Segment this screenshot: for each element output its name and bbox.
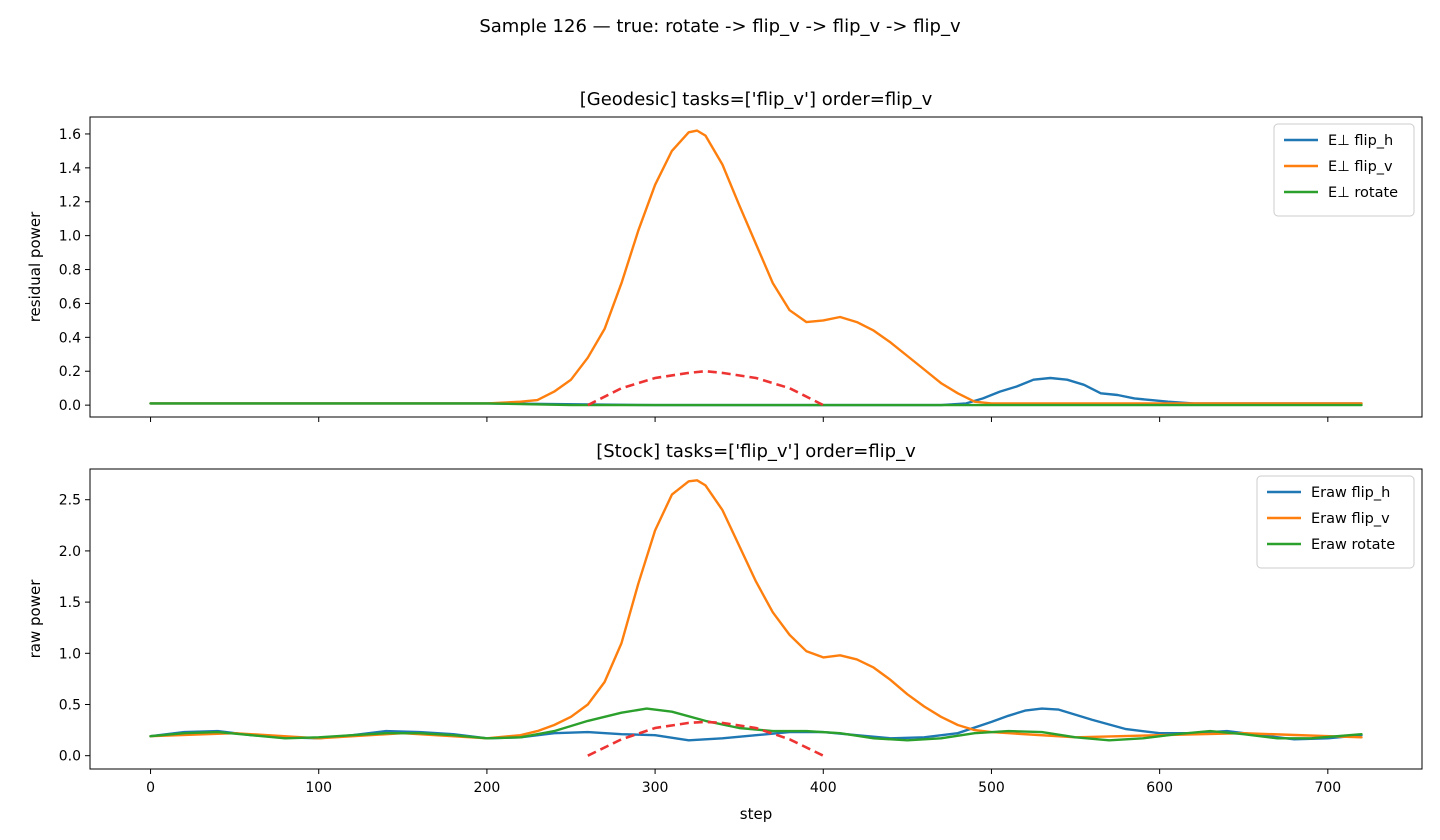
series-line-flip-v — [149, 479, 1363, 740]
legend-label: E⊥ flip_h — [1328, 133, 1393, 149]
y-tick-label: 0.2 — [59, 364, 81, 380]
y-tick-label: 1.0 — [59, 229, 81, 245]
x-tick-label: 100 — [305, 780, 332, 796]
legend-label: Eraw rotate — [1311, 537, 1395, 553]
x-tick-label: 600 — [1146, 780, 1173, 796]
axes-frame — [89, 468, 1423, 770]
plot-area — [149, 129, 1363, 407]
y-axis-label: raw power — [26, 579, 44, 659]
true-window-dashed-line — [587, 720, 824, 757]
legend-label: E⊥ rotate — [1328, 185, 1398, 201]
panel-title: [Stock] tasks=['flip_v'] order=flip_v — [596, 441, 916, 462]
y-tick-label: 1.6 — [59, 127, 81, 143]
y-tick-label: 0.8 — [59, 263, 81, 279]
x-tick-label: 500 — [978, 780, 1005, 796]
series-line-rotate — [149, 707, 1363, 742]
axes-frame — [89, 116, 1423, 418]
y-tick-label: 1.2 — [59, 195, 81, 211]
legend-label: Eraw flip_h — [1311, 485, 1390, 501]
panel-title: [Geodesic] tasks=['flip_v'] order=flip_v — [580, 89, 933, 110]
geodesic-panel: [Geodesic] tasks=['flip_v'] order=flip_v… — [26, 89, 1423, 422]
x-tick-label: 300 — [642, 780, 669, 796]
legend: E⊥ flip_h E⊥ flip_v E⊥ rotate — [1273, 123, 1415, 217]
x-tick-label: 0 — [146, 780, 155, 796]
series-line-flip-h — [149, 376, 1363, 407]
y-tick-label: 0.5 — [59, 697, 81, 713]
y-tick-label: 0.0 — [59, 749, 81, 765]
y-tick-label: 1.5 — [59, 595, 81, 611]
y-tick-label: 1.0 — [59, 646, 81, 662]
y-tick-label: 2.0 — [59, 544, 81, 560]
legend-label: E⊥ flip_v — [1328, 159, 1393, 175]
y-tick-label: 2.5 — [59, 493, 81, 509]
x-tick-label: 700 — [1314, 780, 1341, 796]
legend-label: Eraw flip_v — [1311, 511, 1390, 527]
true-window-dashed-line — [587, 369, 824, 407]
y-tick-label: 0.6 — [59, 296, 81, 312]
series-line-rotate — [149, 402, 1363, 407]
y-tick-label: 1.4 — [59, 161, 81, 177]
y-tick-label: 0.0 — [59, 398, 81, 414]
x-tick-label: 200 — [474, 780, 501, 796]
stock-panel: [Stock] tasks=['flip_v'] order=flip_vraw… — [26, 441, 1423, 823]
y-axis-label: residual power — [26, 211, 44, 322]
legend: Eraw flip_h Eraw flip_v Eraw rotate — [1256, 475, 1415, 569]
y-tick-label: 0.4 — [59, 330, 81, 346]
x-tick-label: 400 — [810, 780, 837, 796]
plot-area — [149, 479, 1363, 757]
series-line-flip-v — [149, 129, 1363, 405]
x-axis-label: step — [740, 805, 772, 823]
figure-suptitle: Sample 126 — true: rotate -> flip_v -> f… — [479, 16, 961, 37]
